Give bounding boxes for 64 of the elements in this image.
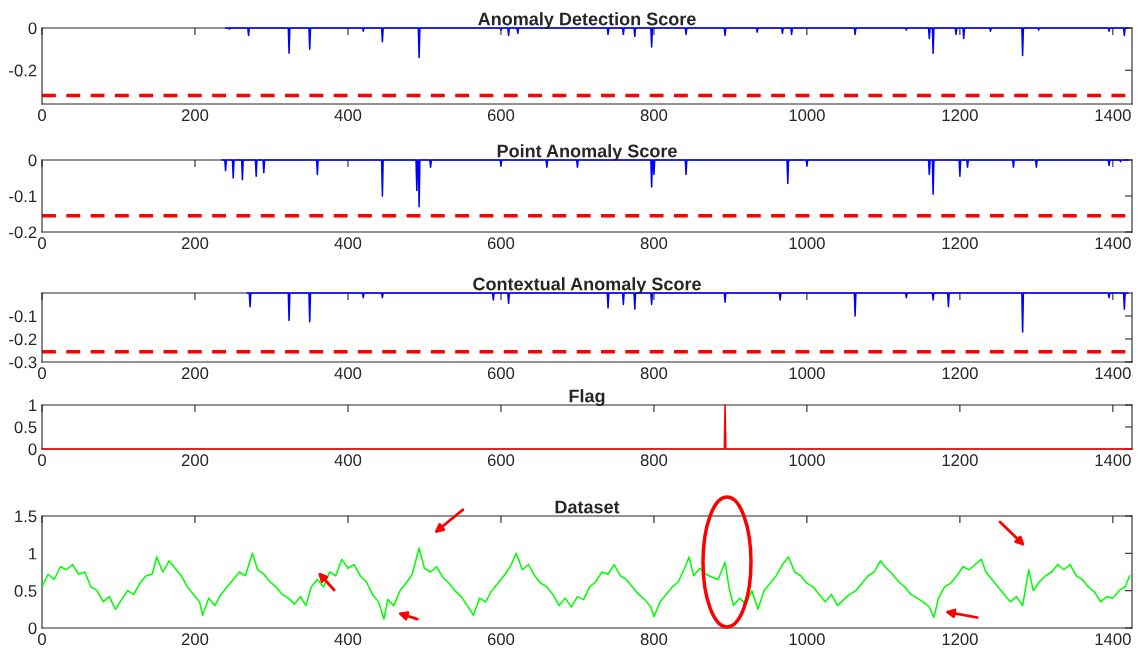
y-tick-label: 0.5 bbox=[14, 421, 37, 434]
line-series bbox=[224, 27, 1129, 59]
x-tick-label: 400 bbox=[334, 454, 362, 467]
x-tick-label: 1000 bbox=[789, 237, 825, 250]
x-tick-label: 1000 bbox=[789, 454, 825, 467]
x-tick-label: 800 bbox=[640, 367, 668, 380]
y-tick-label: 1.5 bbox=[15, 510, 37, 523]
x-tick-label: 1200 bbox=[942, 237, 978, 250]
x-tick-label: 1200 bbox=[942, 367, 978, 380]
x-tick-label: 200 bbox=[181, 454, 209, 467]
y-tick-label: -0.3 bbox=[9, 356, 37, 369]
y-tick-label: -0.1 bbox=[9, 190, 37, 203]
x-tick-label: 200 bbox=[181, 633, 209, 646]
x-tick-label: 1200 bbox=[942, 633, 978, 646]
line-series bbox=[220, 159, 1129, 208]
x-tick-label: 800 bbox=[640, 454, 668, 467]
x-tick-label: 1000 bbox=[789, 633, 825, 646]
chart-title: Contextual Anomaly Score bbox=[473, 277, 701, 294]
chart-title: Dataset bbox=[555, 500, 620, 514]
x-tick-label: 1000 bbox=[789, 109, 825, 122]
x-tick-label: 1200 bbox=[942, 454, 978, 467]
x-tick-label: 800 bbox=[640, 237, 668, 250]
x-tick-label: 0 bbox=[38, 237, 46, 250]
x-tick-label: 400 bbox=[334, 109, 362, 122]
chart-title: Point Anomaly Score bbox=[497, 144, 677, 161]
x-tick-label: 1200 bbox=[942, 109, 978, 122]
x-tick-label: 1400 bbox=[1095, 633, 1131, 646]
x-tick-label: 600 bbox=[487, 633, 515, 646]
x-tick-label: 1400 bbox=[1095, 367, 1131, 380]
x-tick-label: 1400 bbox=[1095, 237, 1131, 250]
y-tick-label: -0.2 bbox=[9, 64, 37, 77]
y-tick-label: -0.1 bbox=[9, 310, 37, 323]
x-tick-label: 200 bbox=[181, 109, 209, 122]
x-tick-label: 400 bbox=[334, 633, 362, 646]
x-tick-label: 800 bbox=[640, 633, 668, 646]
x-tick-label: 0 bbox=[38, 109, 46, 122]
x-tick-label: 0 bbox=[38, 454, 46, 467]
y-tick-label: 0 bbox=[28, 22, 37, 35]
y-tick-label: 1 bbox=[29, 547, 37, 560]
x-tick-label: 0 bbox=[38, 367, 46, 380]
line-series bbox=[41, 547, 1131, 620]
x-tick-label: 0 bbox=[38, 633, 46, 646]
x-tick-label: 600 bbox=[487, 367, 515, 380]
y-tick-label: 0 bbox=[28, 443, 37, 456]
y-tick-label: 0.5 bbox=[14, 585, 37, 597]
x-tick-label: 1000 bbox=[789, 367, 825, 380]
y-tick-label: 0 bbox=[28, 622, 37, 635]
x-tick-label: 200 bbox=[181, 237, 209, 250]
line-series bbox=[246, 292, 1129, 333]
x-tick-label: 1400 bbox=[1095, 454, 1131, 467]
chart-title: Anomaly Detection Score bbox=[478, 12, 696, 29]
x-tick-label: 600 bbox=[487, 454, 515, 467]
x-tick-label: 400 bbox=[334, 367, 362, 380]
x-tick-label: 400 bbox=[334, 237, 362, 250]
x-tick-label: 1400 bbox=[1095, 109, 1131, 122]
chart-title: Flag bbox=[569, 389, 605, 407]
y-tick-label: 1 bbox=[29, 399, 37, 412]
y-tick-label: 0 bbox=[28, 154, 37, 167]
y-tick-label: -0.2 bbox=[9, 226, 37, 239]
x-tick-label: 600 bbox=[487, 237, 515, 250]
x-tick-label: 800 bbox=[640, 109, 668, 122]
x-tick-label: 200 bbox=[181, 367, 209, 380]
y-tick-label: -0.2 bbox=[9, 333, 37, 346]
x-tick-label: 600 bbox=[487, 109, 515, 122]
